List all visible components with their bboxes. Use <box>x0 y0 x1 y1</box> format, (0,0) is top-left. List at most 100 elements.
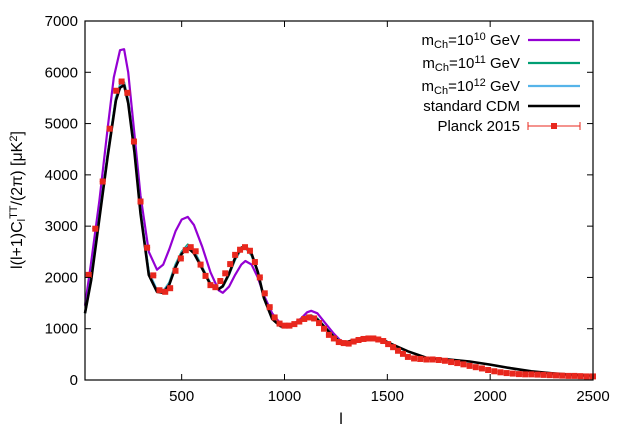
data-point <box>156 287 163 294</box>
data-point <box>441 357 448 364</box>
data-point <box>311 315 318 322</box>
data-point <box>325 331 332 338</box>
data-point <box>577 373 584 380</box>
y-axis-label: l(l+1)ClTT/(2π) [μK2] <box>8 131 28 269</box>
data-point <box>435 356 442 363</box>
data-point <box>370 335 377 342</box>
legend-swatch-5 <box>527 122 581 130</box>
x-axis-label: l <box>339 411 343 428</box>
data-point <box>306 314 313 321</box>
legend-label-3: mCh=1012 GeV <box>422 77 520 97</box>
data-point <box>320 325 327 332</box>
data-point <box>485 366 492 373</box>
data-point <box>528 371 535 378</box>
data-point <box>212 284 219 291</box>
data-point <box>217 278 224 285</box>
data-point <box>552 372 559 379</box>
data-point <box>583 373 590 380</box>
data-point <box>172 267 179 274</box>
legend: mCh=1010 GeV mCh=1011 GeV mCh=1012 GeVstan… <box>422 31 581 135</box>
data-point <box>246 247 253 254</box>
data-point <box>85 271 92 278</box>
data-point <box>546 372 553 379</box>
data-point <box>540 371 547 378</box>
legend-label-1: mCh=1010 GeV <box>422 31 520 51</box>
data-point <box>266 304 273 311</box>
data-point <box>192 248 199 255</box>
data-point <box>355 336 362 343</box>
x-tick-label: 1500 <box>371 388 404 405</box>
data-point <box>360 335 367 342</box>
data-point <box>460 361 467 368</box>
data-point <box>162 288 169 295</box>
data-point <box>390 344 397 351</box>
y-tick-label: 7000 <box>45 13 78 30</box>
data-point <box>565 372 572 379</box>
plot-series <box>83 48 596 380</box>
data-point <box>411 355 418 362</box>
data-point <box>286 322 293 329</box>
data-point <box>113 87 120 94</box>
y-tick-label: 0 <box>70 372 78 389</box>
data-point <box>150 272 157 279</box>
data-point <box>137 198 144 205</box>
data-point <box>106 125 113 132</box>
data-point <box>345 340 352 347</box>
legend-label-4: standard CDM <box>423 98 520 115</box>
data-point <box>522 371 529 378</box>
data-point <box>207 282 214 289</box>
data-point <box>515 371 522 378</box>
data-point <box>423 356 430 363</box>
y-tick-label: 3000 <box>45 218 78 235</box>
data-point <box>395 347 402 354</box>
y-tick-labels: 0 1000 2000 3000 4000 5000 6000 7000 <box>45 13 78 389</box>
data-point <box>182 247 189 254</box>
data-point <box>365 335 372 342</box>
data-point <box>472 364 479 371</box>
data-point <box>559 372 566 379</box>
y-tick-label: 2000 <box>45 269 78 286</box>
y-tick-label: 1000 <box>45 321 78 338</box>
x-tick-label: 2500 <box>576 388 609 405</box>
data-point <box>202 272 209 279</box>
data-point <box>281 322 288 329</box>
x-tick-label: 500 <box>169 388 194 405</box>
data-point <box>497 369 504 376</box>
data-point <box>316 320 323 327</box>
data-point <box>429 356 436 363</box>
data-point <box>350 338 357 345</box>
data-point <box>227 261 234 268</box>
data-point <box>380 338 387 345</box>
data-point <box>167 285 174 292</box>
series-1-line <box>83 48 392 346</box>
data-point <box>276 320 283 327</box>
data-point <box>296 318 303 325</box>
data-point <box>124 89 131 96</box>
data-point <box>251 259 258 266</box>
data-point <box>448 359 455 366</box>
x-tick-label: 1000 <box>268 388 301 405</box>
data-point <box>232 251 239 258</box>
data-point <box>385 341 392 348</box>
data-point <box>99 178 106 185</box>
data-point <box>118 78 125 85</box>
data-point <box>534 371 541 378</box>
data-point <box>271 314 278 321</box>
data-point <box>454 360 461 367</box>
plot-frame <box>84 20 594 381</box>
data-point <box>242 244 249 251</box>
x-tick-label: 2000 <box>473 388 506 405</box>
tick-marks <box>85 20 594 381</box>
data-point <box>222 270 229 277</box>
data-point <box>509 370 516 377</box>
data-point <box>197 261 204 268</box>
legend-label-2: mCh=1011 GeV <box>422 54 520 74</box>
y-tick-label: 6000 <box>45 64 78 81</box>
data-point <box>130 138 137 145</box>
data-point <box>571 372 578 379</box>
data-point <box>261 290 268 297</box>
data-point <box>330 335 337 342</box>
legend-label-5: Planck 2015 <box>437 118 520 135</box>
series-5-points <box>85 78 596 380</box>
